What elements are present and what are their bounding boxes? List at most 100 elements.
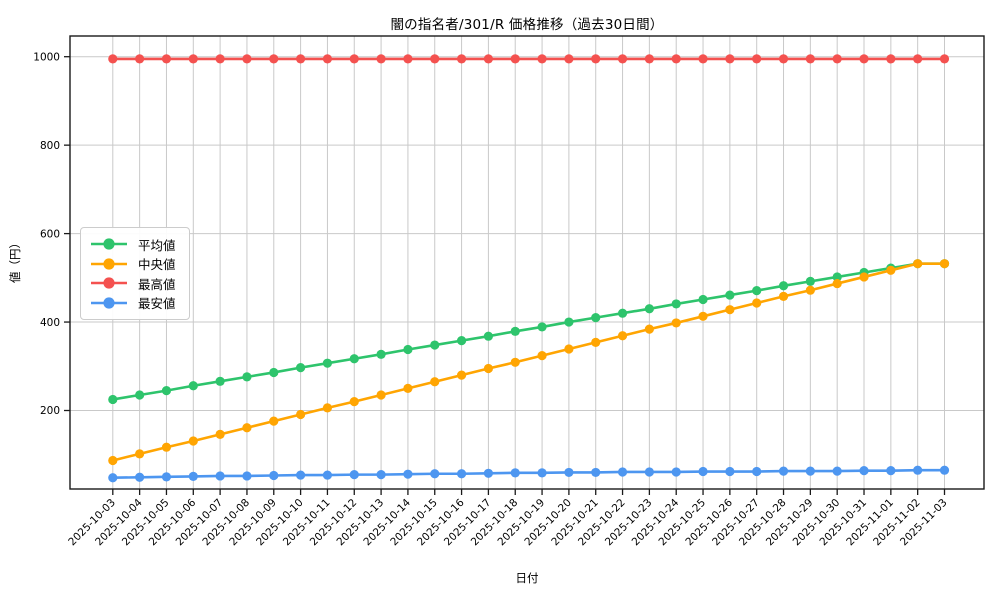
legend-item-average: 平均値 (89, 236, 176, 253)
series-marker-median (537, 351, 547, 361)
y-tick-label: 200 (40, 405, 60, 417)
series-marker-max (725, 54, 735, 64)
series-marker-min (215, 471, 225, 481)
series-marker-median (591, 337, 601, 347)
series-marker-max (296, 54, 306, 64)
series-marker-median (778, 291, 789, 301)
series-marker-max (108, 54, 118, 64)
series-marker-max (939, 54, 950, 64)
series-marker-median (215, 429, 225, 439)
series-marker-min (591, 467, 601, 478)
y-axis-ticks: 200 400 600 800 1000 (33, 51, 70, 417)
series-marker-average (161, 385, 172, 396)
series-marker-min (778, 466, 789, 476)
legend: 平均値 中央値 最高値 最安値 (80, 227, 190, 320)
series-marker-median (564, 344, 574, 354)
series-marker-min (644, 467, 654, 477)
series-marker-average (135, 390, 145, 400)
series-marker-max (537, 54, 547, 64)
series-max (108, 54, 950, 64)
legend-label-max: 最高値 (138, 276, 176, 292)
series-marker-min (805, 466, 815, 476)
series-marker-average (805, 276, 815, 286)
series-marker-median (135, 449, 145, 459)
series-marker-average (456, 336, 467, 346)
series-marker-min (483, 468, 494, 478)
series-marker-average (242, 372, 252, 382)
series-marker-average (108, 394, 118, 405)
series-marker-max (778, 54, 789, 64)
series-marker-max (591, 54, 601, 64)
y-tick-label: 600 (40, 228, 60, 240)
series-marker-median (698, 311, 708, 321)
series-marker-median (644, 324, 654, 334)
series-marker-median (939, 259, 950, 269)
series-marker-average (430, 340, 440, 350)
series-marker-min (913, 465, 923, 475)
series-marker-max (859, 54, 869, 64)
series-marker-average (725, 290, 735, 300)
series-marker-min (188, 471, 198, 481)
series-average (108, 259, 950, 405)
series-marker-max (376, 54, 386, 64)
series-marker-average (349, 354, 359, 364)
legend-item-min: 最安値 (89, 295, 176, 311)
series-marker-max (698, 54, 708, 64)
y-tick-label: 1000 (33, 51, 60, 63)
x-axis-label: 日付 (515, 571, 539, 585)
series-marker-average (296, 363, 306, 373)
series-line-min (111, 468, 946, 480)
series-marker-max (242, 54, 252, 64)
legend-marker-average-icon (91, 238, 127, 250)
series-marker-median (322, 403, 333, 413)
series-min (108, 465, 950, 483)
series-marker-min (161, 472, 172, 482)
series-marker-min (376, 470, 386, 480)
series-marker-average (591, 313, 601, 323)
legend-marker-min-icon (91, 296, 127, 309)
series-marker-min (269, 470, 279, 481)
series-marker-median (376, 390, 386, 400)
series-marker-average (215, 376, 225, 386)
series-marker-min (135, 472, 145, 482)
series-marker-median (269, 416, 279, 426)
series-marker-max (671, 54, 681, 64)
series-marker-average (564, 317, 574, 327)
series-marker-max (430, 54, 440, 64)
series-marker-max (161, 54, 172, 64)
series-marker-median (617, 331, 628, 341)
series-marker-max (269, 54, 279, 64)
series-marker-max (617, 54, 628, 64)
series-marker-max (886, 54, 896, 64)
series-marker-min (430, 469, 440, 479)
series-marker-median (188, 436, 198, 446)
gridlines (70, 36, 984, 489)
series-marker-average (322, 358, 333, 368)
series-marker-max (913, 54, 923, 64)
series-marker-median (403, 383, 413, 393)
series-marker-max (510, 54, 520, 64)
series-marker-max (832, 54, 842, 64)
series-marker-min (698, 466, 708, 477)
series-marker-max (456, 54, 467, 64)
series-marker-max (483, 54, 494, 64)
series-marker-median (456, 370, 467, 380)
series-marker-median (349, 397, 359, 407)
series-marker-max (188, 54, 198, 64)
series-marker-average (403, 344, 413, 355)
series-marker-average (269, 367, 279, 378)
series-line-average (111, 262, 946, 401)
series-marker-min (456, 469, 467, 479)
series-marker-max (644, 54, 654, 64)
legend-marker-median-icon (91, 257, 127, 270)
series-marker-median (430, 377, 440, 387)
series-marker-median (296, 409, 306, 420)
series-marker-average (752, 286, 762, 296)
series-marker-min (725, 466, 735, 477)
series-marker-median (510, 357, 520, 367)
legend-marker-max-icon (91, 277, 127, 289)
series-marker-min (322, 470, 333, 480)
series-marker-average (483, 331, 494, 341)
